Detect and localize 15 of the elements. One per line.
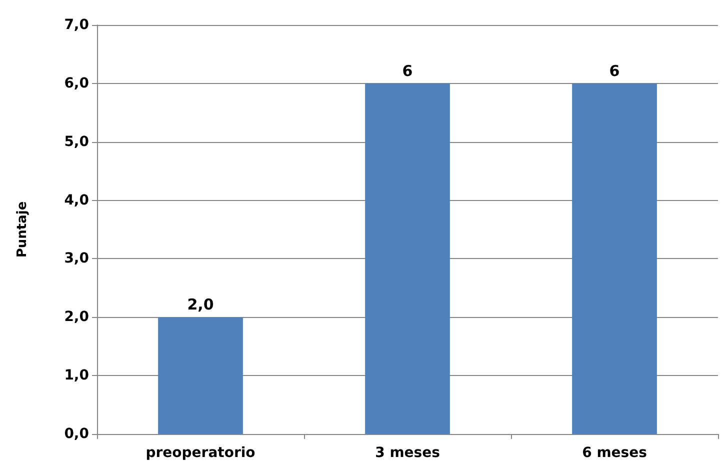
y-tick-label: 5,0: [64, 134, 90, 150]
y-tick-label: 2,0: [64, 309, 90, 326]
x-tick-label: 6 meses: [582, 445, 647, 461]
data-label: 6: [402, 62, 413, 80]
y-tick-label: 0,0: [64, 426, 90, 442]
x-tick-label: preoperatorio: [146, 445, 256, 461]
y-axis-title: Puntaje: [15, 201, 30, 258]
y-tick-label: 7,0: [64, 17, 90, 33]
x-tick-label: 3 meses: [375, 445, 440, 461]
y-tick-label: 6,0: [64, 75, 90, 92]
y-tick-label: 1,0: [64, 368, 90, 384]
y-tick-label: 4,0: [64, 192, 90, 208]
data-label: 2,0: [187, 296, 214, 314]
data-label: 6: [609, 62, 620, 80]
y-tick-label: 3,0: [64, 250, 90, 267]
